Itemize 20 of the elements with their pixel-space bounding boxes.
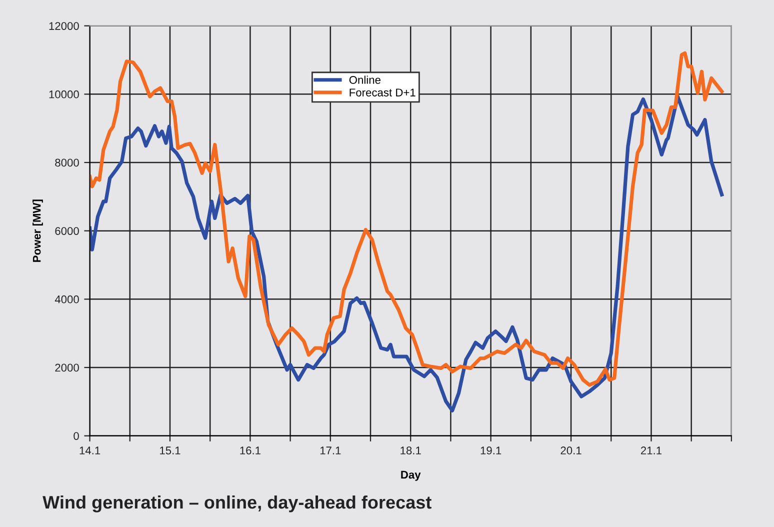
x-tick-label: 18.1 [400, 446, 421, 454]
y-tick-label: 6000 [55, 227, 79, 235]
x-tick-label: 19.1 [480, 446, 502, 454]
y-tick-label: 12000 [49, 22, 79, 30]
y-tick-label: 0 [74, 432, 79, 440]
legend-label: Forecast D+1 [350, 88, 416, 96]
x-tick-label: 20.1 [560, 446, 582, 454]
y-tick-label: 4000 [54, 295, 79, 304]
x-axis-title: Day [401, 470, 421, 481]
y-axis-title: Power [MW] [32, 200, 43, 262]
x-tick-label: 16.1 [240, 446, 260, 454]
x-tick-label: 15.1 [160, 446, 180, 454]
legend-label: Online [349, 76, 380, 84]
x-tick-label: 21.1 [640, 446, 662, 454]
text: Wind generation – online, day-ahead forecast [42, 495, 432, 512]
y-tick-label: 10000 [49, 90, 79, 98]
y-tick-label: 8000 [55, 158, 79, 167]
y-tick-label: 2000 [55, 364, 79, 372]
x-tick-label: 17.1 [320, 446, 341, 454]
x-tick-label: 14.1 [80, 446, 100, 454]
